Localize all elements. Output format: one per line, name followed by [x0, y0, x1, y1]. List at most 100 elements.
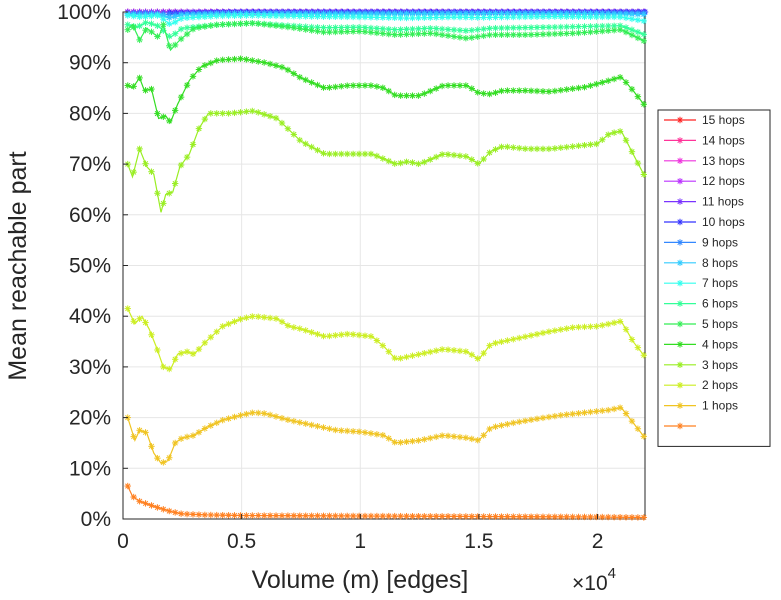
series-15-point-60	[480, 432, 487, 439]
series-9-point-64	[504, 13, 511, 21]
series-13-point-63	[498, 143, 505, 151]
series-13-point-15	[213, 110, 220, 117]
series-9-point-41	[367, 14, 375, 21]
series-9-point-81	[605, 13, 612, 21]
series-10-point-5	[154, 22, 161, 29]
series-13-point-6	[160, 200, 167, 207]
series-10-point-56	[456, 27, 464, 34]
series-15-point-68	[527, 416, 535, 424]
series-15-point-26	[278, 414, 286, 422]
x-tick-label-1: 0.5	[227, 530, 256, 553]
series-12-point-63	[498, 87, 505, 95]
series-13-point-14	[207, 110, 214, 117]
series-16-point-0	[124, 482, 131, 490]
series-14-point-84	[622, 326, 630, 333]
series-9-point-2	[136, 13, 143, 21]
series-12-point-6	[160, 113, 167, 120]
series-12-point-47	[403, 92, 410, 99]
series-12-point-80	[599, 79, 606, 86]
series-11-point-38	[349, 28, 357, 35]
series-12-point-39	[355, 82, 363, 89]
series-16-point-70	[539, 513, 547, 520]
series-11-point-10	[183, 30, 191, 38]
series-9-point-67	[521, 13, 529, 21]
series-13-point-59	[474, 160, 481, 167]
series-13-point-82	[610, 129, 618, 136]
series-9-point-62	[492, 14, 499, 21]
series-13-point-79	[593, 140, 600, 148]
series-16-point-1	[130, 493, 137, 501]
series-15-point-78	[587, 408, 594, 416]
legend-item-8: 8 hops	[664, 256, 738, 270]
legend-label-4: 12 hops	[702, 174, 745, 188]
series-9-point-75	[569, 13, 576, 20]
series-11-point-48	[409, 30, 416, 38]
series-13-point-7	[166, 190, 173, 197]
series-13-point-39	[355, 150, 363, 158]
series-12-point-85	[628, 86, 636, 93]
legend-label-1: 15 hops	[702, 113, 745, 127]
series-10-point-74	[563, 23, 570, 31]
series-16-point-27	[284, 512, 292, 519]
series-16-point-12	[195, 511, 203, 518]
series-16-point-54	[444, 513, 452, 520]
series-11-point-78	[587, 28, 594, 36]
series-13-point-48	[409, 159, 416, 166]
series-15-point-35	[332, 426, 339, 434]
series-9-point-14	[207, 13, 214, 20]
legend-marker-4	[676, 178, 684, 185]
series-16-point-67	[521, 513, 529, 520]
legend-item-2: 14 hops	[664, 133, 745, 147]
series-13-point-80	[599, 136, 606, 143]
series-11-point-72	[551, 30, 559, 38]
series-8-point-59	[474, 10, 481, 17]
series-16-point-46	[397, 512, 404, 520]
series-9-point-39	[355, 13, 363, 21]
series-13-point-51	[427, 156, 434, 163]
series-15-point-42	[373, 431, 381, 438]
series-15-point-5	[154, 454, 161, 462]
series-12-point-68	[527, 87, 535, 94]
series-15-point-77	[581, 409, 588, 416]
series-14-point-74	[563, 325, 570, 332]
series-16-point-23	[260, 512, 268, 519]
series-9-point-79	[593, 13, 600, 21]
series-16-point-60	[480, 513, 487, 520]
x-tick-label-2: 1	[354, 530, 366, 553]
x-multiplier-base: ×10	[572, 572, 608, 595]
legend-item-1: 15 hops	[664, 113, 745, 127]
series-10-point-63	[498, 24, 505, 32]
series-9-point-27	[284, 12, 292, 20]
series-11-point-44	[385, 30, 392, 38]
series-14-point-29	[296, 325, 303, 332]
legend-marker-3	[676, 157, 684, 164]
series-16-point-72	[551, 513, 559, 520]
series-10	[124, 19, 648, 40]
series-11-point-6	[160, 21, 167, 28]
series-12-point-7	[166, 117, 173, 125]
legend-item-6: 10 hops	[664, 215, 745, 229]
series-13-point-52	[433, 153, 440, 161]
series-15-point-2	[136, 427, 143, 434]
series-13-point-37	[344, 150, 351, 158]
series-13-point-20	[243, 108, 250, 115]
series-9-point-31	[308, 13, 315, 20]
series-11-point-68	[527, 31, 535, 38]
series-15-point-69	[533, 415, 541, 423]
series-11-point-80	[599, 27, 606, 35]
series-12-point-81	[605, 77, 612, 84]
series-13-point-25	[272, 114, 280, 122]
series-16-point-16	[219, 511, 226, 519]
series-13-point-5	[154, 190, 161, 197]
series-9-point-47	[403, 14, 410, 22]
series-13-point-56	[456, 152, 464, 159]
series-15-point-8	[172, 439, 179, 447]
series-11-point-35	[332, 28, 339, 36]
series-16-point-20	[243, 512, 250, 519]
series-12-point-41	[367, 82, 375, 89]
y-tick-label-6: 60%	[69, 204, 111, 227]
y-axis-ticks: 0% 10% 20% 30% 40% 50% 60% 70% 80% 90% 100%	[57, 1, 128, 531]
series-14-point-20	[243, 314, 250, 321]
series-9-point-7	[166, 20, 173, 27]
series-9-point-24	[266, 12, 274, 20]
